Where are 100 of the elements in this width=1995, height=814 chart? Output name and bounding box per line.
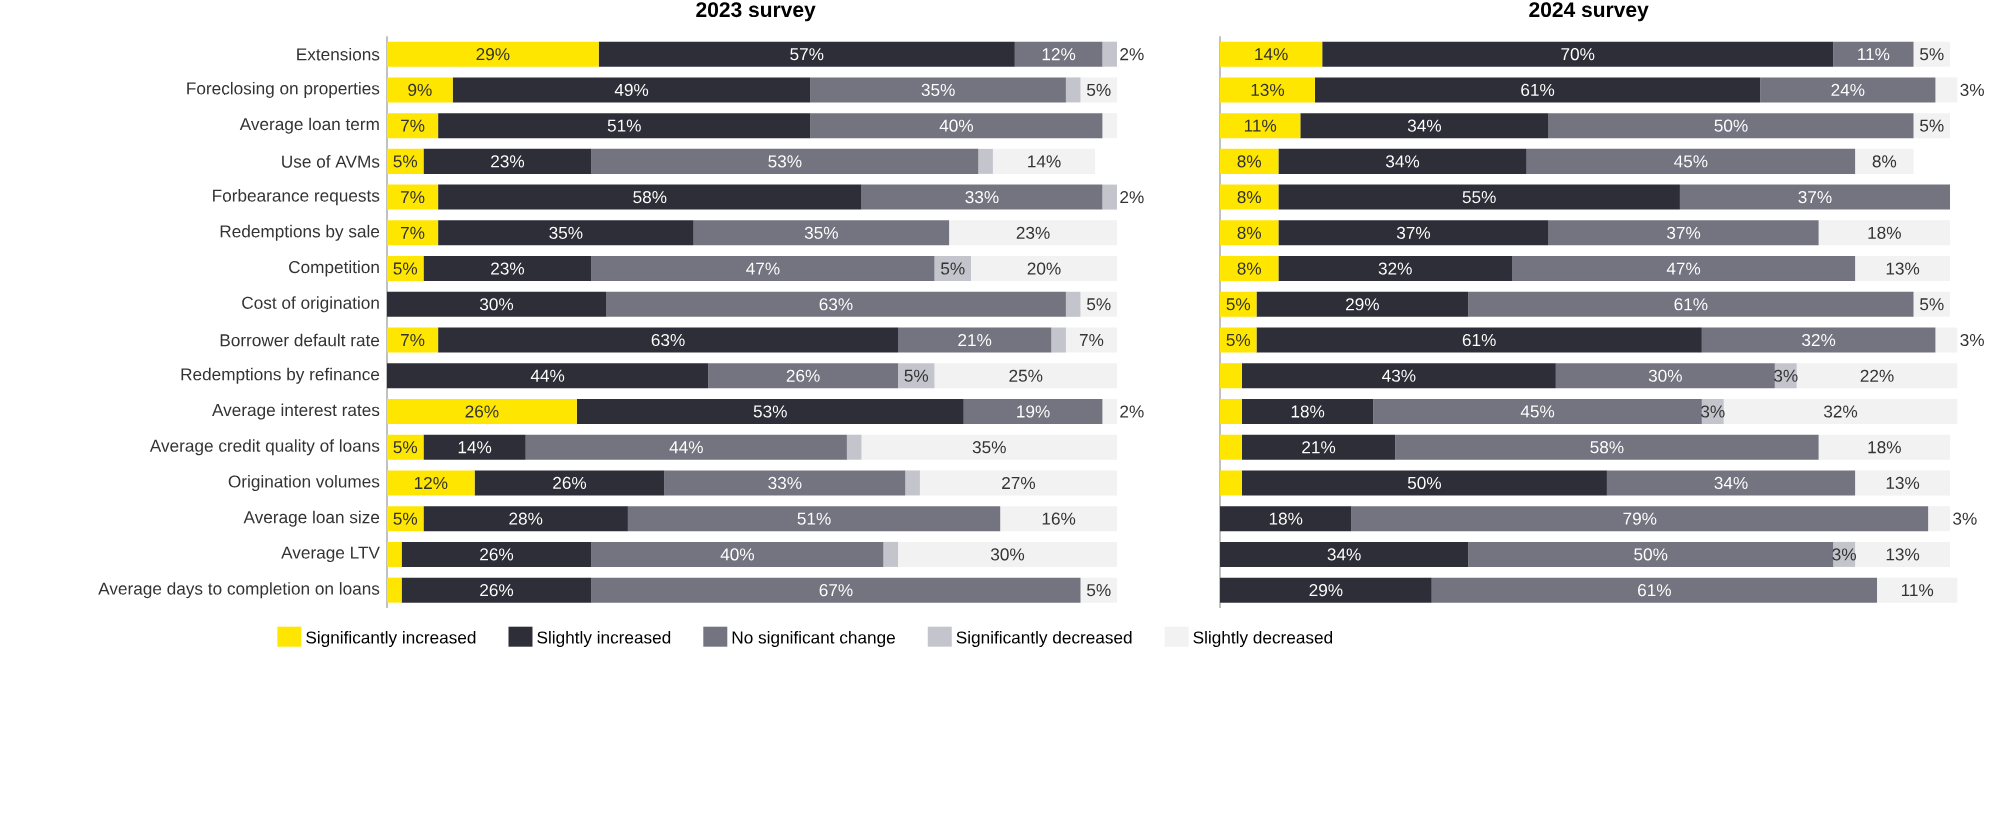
data-label: 35% [549,226,583,239]
bar [1395,434,1819,460]
bar [971,256,1118,282]
data-label: 37% [1396,226,1431,239]
data-label: 11% [1901,584,1934,597]
bar [387,470,475,496]
bar [591,256,935,282]
data-label: 8% [1237,191,1262,204]
data-label: 5% [1226,333,1251,347]
bar [949,220,1118,246]
bar [1220,41,1323,67]
bar [1220,113,1301,139]
bar [1241,434,1396,460]
data-label: 34% [1327,548,1361,561]
bar [861,184,1103,210]
data-label: 30% [990,548,1025,561]
bar [1935,77,1958,103]
data-label: 30% [1648,369,1682,382]
y-tick-label: Competition [289,260,379,277]
bar [591,577,1081,603]
data-label: 37% [1798,191,1832,204]
data-label: 26% [553,476,587,490]
data-label: 20% [1027,262,1061,275]
data-label: 25% [1009,369,1043,382]
legend-label: Significantly decreased [956,630,1132,647]
data-label: 2% [1120,191,1144,204]
data-label: 5% [1920,48,1944,61]
bar [1102,41,1118,67]
bar [1526,148,1856,174]
data-label: 3% [1953,512,1977,525]
bar [1468,291,1914,317]
bar [438,327,899,353]
bar [387,184,439,210]
data-label: 12% [1042,48,1076,61]
bar [1278,220,1549,246]
bar [1014,41,1103,67]
bar [978,148,993,174]
data-label: 47% [1666,262,1701,275]
y-tick-label: Extensions [297,47,380,61]
bar [576,398,964,424]
bar [1548,220,1819,246]
y-tick-label: Borrower default rate [220,333,380,347]
bar [898,541,1118,567]
bar [423,148,592,174]
data-label: 11% [1244,119,1277,132]
y-tick-label: Average LTV [281,546,380,563]
data-label: 9% [408,83,432,96]
bar [1431,577,1878,603]
data-label: 5% [1087,584,1111,597]
bar [1220,577,1432,603]
bar [1679,184,1951,210]
data-label: 7% [401,226,425,239]
bar [1220,184,1279,210]
data-label: 27% [1002,476,1036,489]
data-label: 30% [479,298,514,311]
bar [423,434,526,460]
data-label: 40% [720,548,755,561]
bar [1065,77,1081,103]
bar [1300,113,1549,139]
data-label: 5% [393,512,418,525]
data-label: 53% [753,405,787,418]
bar [387,327,439,353]
data-label: 47% [746,262,780,275]
data-label: 63% [819,298,853,311]
data-label: 57% [790,48,824,61]
data-label: 5% [1920,298,1944,311]
data-label: 5% [1226,298,1251,311]
data-label: 28% [509,512,543,525]
data-label: 5% [941,262,965,275]
data-label: 45% [1520,405,1555,418]
data-label: 18% [1291,405,1325,418]
bar [708,363,899,389]
bar [1241,470,1607,496]
bar [1102,398,1118,424]
bar [1468,541,1834,567]
data-label: 35% [921,83,955,96]
bar [606,291,1066,317]
bar [387,434,424,460]
bar [1512,256,1856,282]
data-label: 29% [1346,298,1379,311]
data-label: 13% [1886,548,1920,561]
chart-title: 2023 survey [696,2,816,22]
data-label: 12% [414,476,448,489]
legend-label: Significantly increased [306,630,476,647]
y-tick-label: Origination volumes [228,474,380,491]
data-label: 26% [480,584,514,597]
data-label: 8% [1237,262,1262,275]
data-label: 14% [1028,155,1061,168]
data-label: 5% [393,441,418,454]
data-label: 7% [401,334,425,347]
bar [1102,113,1118,139]
data-label: 24% [1831,83,1865,96]
bar [1278,148,1527,174]
data-label: 58% [1590,441,1624,454]
bar [861,434,1118,460]
data-label: 23% [491,155,525,168]
data-label: 19% [1017,405,1050,418]
bar [1000,506,1118,532]
data-label: 49% [614,83,649,96]
data-label: 14% [1255,48,1288,61]
